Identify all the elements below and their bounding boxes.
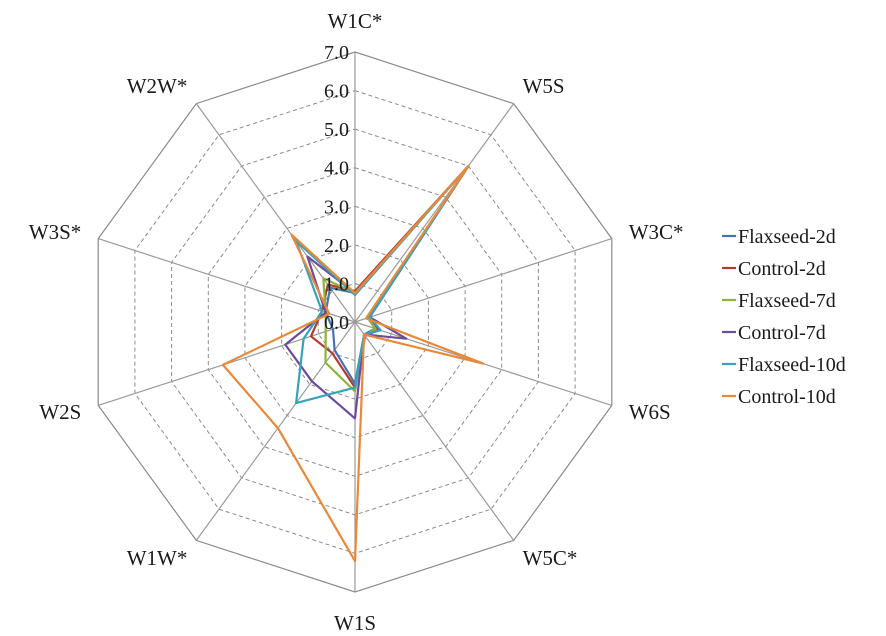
axis-label-w5s: W5S [523,74,565,98]
spoke-8 [98,238,356,323]
spoke-1 [354,103,515,323]
axis-label-w1c: W1C* [328,9,383,33]
axis-label-w3c: W3C* [629,220,684,244]
axis-labels: W1C* W5S W3C* W6S W5C* W1S W1W* W2S W3S* W2W* [29,9,684,635]
tick-label-2-0: 2.0 [324,235,349,257]
series-control-10d [221,164,485,563]
tick-label-4-0: 4.0 [324,158,349,180]
tick-label-7-0: 7.0 [324,42,349,64]
legend-label-control-10d: Control-10d [738,386,836,408]
spoke-2 [354,238,612,323]
legend-label-control-2d: Control-2d [738,258,826,280]
spoke-6 [195,321,356,541]
legend-label-flaxseed-10d: Flaxseed-10d [738,354,846,376]
axis-label-w6s: W6S [629,400,671,424]
legend-label-control-7d: Control-7d [738,322,826,344]
spoke-4 [354,321,515,541]
series-flaxseed-10d [295,164,470,405]
axis-label-w1w: W1W* [127,546,188,570]
tick-labels: 0.0 1.0 2.0 3.0 4.0 5.0 6.0 7.0 [324,42,349,334]
legend-label-flaxseed-7d: Flaxseed-7d [738,290,836,312]
axis-label-w1s: W1S [334,611,376,635]
series-layer [221,164,485,563]
axis-label-w2w: W2W* [127,74,188,98]
legend: Flaxseed-2d Control-2d Flaxseed-7d Control-… [722,226,846,408]
tick-label-3-0: 3.0 [324,196,349,218]
tick-label-5-0: 5.0 [324,119,349,141]
tick-label-1-0: 1.0 [324,273,349,295]
axis-label-w5c: W5C* [523,546,578,570]
tick-label-6-0: 6.0 [324,81,349,103]
legend-label-flaxseed-2d: Flaxseed-2d [738,226,836,248]
axis-label-w2s: W2S [39,400,81,424]
axis-label-w3s: W3S* [29,220,82,244]
tick-label-0-0: 0.0 [324,312,349,334]
